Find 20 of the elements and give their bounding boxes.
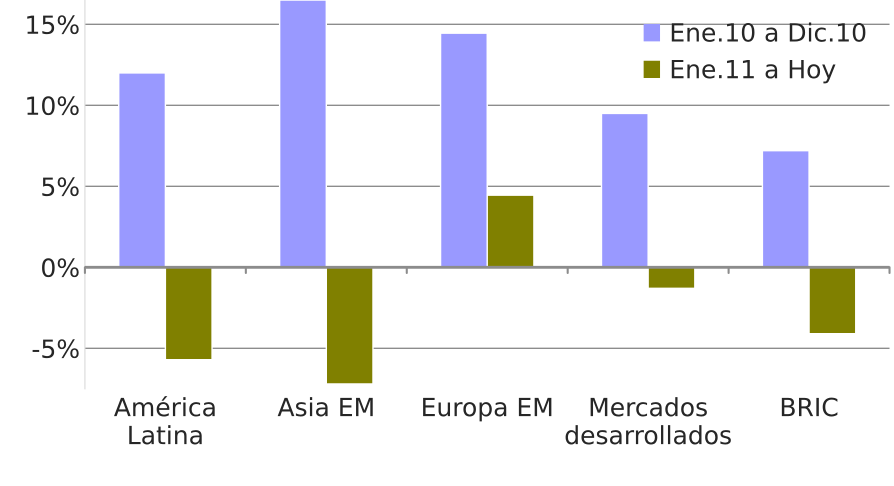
x-tick-label: Mercados desarrollados bbox=[566, 397, 731, 444]
x-tick-label: América Latina bbox=[114, 396, 215, 444]
y-tick-label: 5% bbox=[42, 177, 79, 196]
bar bbox=[326, 266, 374, 385]
bar bbox=[647, 266, 696, 290]
x-tick-label: Asia EM bbox=[278, 397, 373, 416]
legend-label: Ene.10 a Dic.10 bbox=[672, 22, 866, 42]
y-tick-label: 0% bbox=[42, 258, 79, 278]
bar bbox=[164, 266, 213, 360]
y-tick-label: 10% bbox=[27, 96, 79, 116]
bar bbox=[118, 72, 166, 268]
y-tick-label: 15% bbox=[27, 15, 79, 34]
y-tick-label: -5% bbox=[32, 339, 79, 358]
bar bbox=[278, 0, 328, 268]
bar bbox=[762, 150, 810, 268]
legend-label: Ene.11 a Hoy bbox=[672, 60, 836, 84]
bar bbox=[600, 112, 649, 268]
x-tick-label: BRIC bbox=[782, 398, 838, 416]
x-tick-label: Europa EM bbox=[423, 398, 552, 422]
bar bbox=[808, 266, 856, 334]
